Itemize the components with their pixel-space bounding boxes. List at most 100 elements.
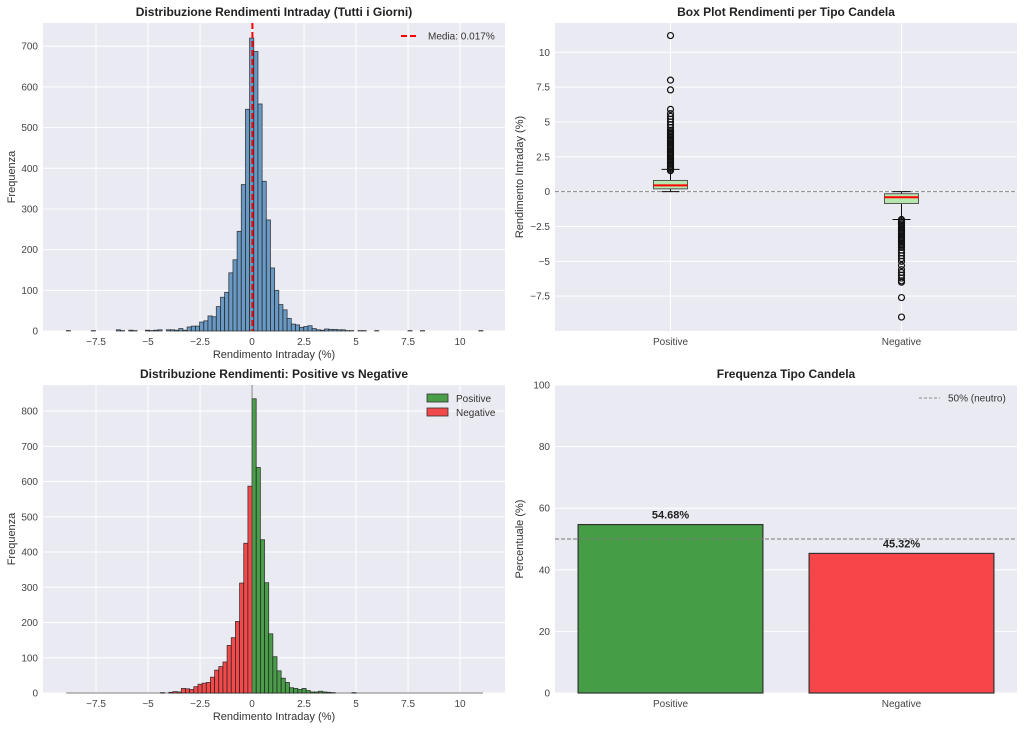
histogram-bar-positive bbox=[318, 690, 324, 694]
histogram-bar-negative bbox=[201, 682, 207, 694]
x-tick-label: 5 bbox=[353, 337, 359, 348]
histogram-bar-positive bbox=[322, 691, 328, 694]
outlier-point bbox=[897, 257, 906, 265]
data-label: 45.32% bbox=[883, 538, 921, 550]
histogram-bar bbox=[328, 328, 334, 332]
histogram-bar bbox=[211, 316, 217, 332]
histogram-bar bbox=[145, 329, 151, 332]
y-axis-label: Percentuale (%) bbox=[514, 500, 526, 579]
histogram-bar-positive bbox=[251, 398, 257, 694]
y-axis-label: Frequenza bbox=[6, 512, 18, 565]
bar-positive bbox=[577, 523, 764, 694]
y-tick-label: 10 bbox=[539, 48, 551, 59]
histogram-bar-positive bbox=[326, 691, 332, 694]
histogram-bar-positive bbox=[268, 633, 274, 694]
outlier-point bbox=[897, 274, 906, 282]
subplot-3: 0 100 200 300 400 500 600 700 800 −7.5 −5 −2.5 0 2.5 5… bbox=[6, 367, 505, 723]
histogram-bar bbox=[290, 323, 296, 332]
y-tick-label: 300 bbox=[21, 204, 38, 215]
legend-neutral-label: 50% (neutro) bbox=[948, 394, 1006, 405]
histogram-bar bbox=[224, 291, 230, 332]
x-tick-label: 7.5 bbox=[401, 337, 415, 348]
x-tick-label: Positive bbox=[653, 337, 688, 348]
histogram-bar bbox=[320, 329, 326, 332]
histogram-bar-positive bbox=[293, 688, 299, 694]
chart-title: Distribuzione Rendimenti Intraday (Tutti… bbox=[136, 5, 412, 19]
histogram-bar-negative bbox=[197, 683, 203, 694]
histogram-bar bbox=[282, 309, 288, 332]
histogram-bar bbox=[228, 272, 234, 332]
histogram-bar bbox=[336, 329, 342, 332]
y-tick-label: −5 bbox=[539, 257, 551, 268]
x-tick-label: −5 bbox=[142, 699, 154, 710]
outlier-point bbox=[666, 31, 675, 40]
subplot-2: −7.5 −5 −2.5 0 2.5 5 7.5 10 Box Plot Rendimenti … bbox=[514, 5, 1017, 348]
histogram-bar bbox=[174, 329, 180, 332]
histogram-bar-positive bbox=[309, 691, 315, 694]
histogram-bar-positive bbox=[276, 670, 282, 694]
y-tick-label: 80 bbox=[539, 442, 551, 453]
y-tick-label: 100 bbox=[21, 653, 38, 664]
histogram-bar bbox=[295, 324, 301, 332]
x-tick-label: Negative bbox=[882, 699, 922, 710]
outlier-point bbox=[666, 105, 675, 114]
histogram-bar bbox=[195, 325, 201, 332]
histogram-bar-negative bbox=[193, 686, 199, 694]
histogram-bar bbox=[245, 108, 251, 332]
y-tick-label: 100 bbox=[21, 286, 38, 297]
histogram-bar-positive bbox=[289, 687, 295, 694]
histogram-bar bbox=[232, 259, 238, 332]
histogram-bar bbox=[215, 306, 221, 332]
histogram-bar-negative bbox=[189, 689, 195, 694]
histogram-bar bbox=[199, 321, 205, 332]
y-tick-label: 500 bbox=[21, 512, 38, 523]
histogram-bar-positive bbox=[305, 690, 311, 694]
y-tick-label: 2.5 bbox=[536, 152, 550, 163]
histogram-bar-positive bbox=[297, 689, 303, 694]
y-tick-label: 700 bbox=[21, 442, 38, 453]
outlier-point bbox=[897, 293, 906, 302]
x-tick-label: −2.5 bbox=[190, 699, 210, 710]
subplot-1: 0 100 200 300 400 500 600 700 −7.5 −5 −2.5 0 2.5 5 7.5… bbox=[6, 5, 505, 361]
histogram-bar-negative bbox=[226, 645, 232, 694]
histogram-bar-negative bbox=[218, 666, 224, 694]
plot-area bbox=[555, 23, 1017, 331]
subplot-4: 0 20 40 60 80 100 Frequenza Tipo Candela Percen… bbox=[514, 367, 1017, 710]
histogram-bar-negative bbox=[210, 676, 216, 694]
x-tick-label: 10 bbox=[455, 337, 467, 348]
histogram-bar-positive bbox=[301, 688, 307, 694]
chart-title: Distribuzione Rendimenti: Positive vs Ne… bbox=[140, 367, 408, 381]
histogram-bar bbox=[203, 320, 209, 332]
y-tick-label: 20 bbox=[539, 627, 551, 638]
chart-title: Box Plot Rendimenti per Tipo Candela bbox=[677, 5, 895, 19]
histogram-bar bbox=[240, 184, 246, 332]
x-tick-label: −7.5 bbox=[86, 699, 106, 710]
histogram-bar bbox=[332, 328, 338, 332]
outlier-point bbox=[897, 254, 906, 263]
outlier-point bbox=[666, 109, 675, 118]
histogram-bar-negative bbox=[214, 669, 220, 694]
histogram-bar bbox=[165, 329, 171, 332]
y-tick-label: 0 bbox=[544, 689, 550, 700]
x-axis-label: Rendimento Intraday (%) bbox=[213, 711, 335, 723]
histogram-bar-positive bbox=[259, 539, 265, 694]
chart-title: Frequenza Tipo Candela bbox=[717, 367, 856, 381]
x-tick-label: Negative bbox=[882, 337, 922, 348]
outlier-point bbox=[666, 76, 675, 84]
plot-area bbox=[43, 385, 505, 693]
histogram-bar bbox=[182, 329, 188, 332]
histogram-bar-positive bbox=[284, 682, 290, 694]
y-tick-label: 600 bbox=[21, 82, 38, 93]
outlier-point bbox=[666, 112, 675, 120]
y-tick-label: 600 bbox=[21, 477, 38, 488]
histogram-bar bbox=[303, 326, 309, 332]
x-tick-label: Positive bbox=[653, 699, 688, 710]
histogram-bar-negative bbox=[205, 682, 211, 694]
histogram-bar-negative bbox=[230, 637, 236, 694]
y-tick-label: 7.5 bbox=[536, 83, 550, 94]
x-tick-label: 2.5 bbox=[297, 699, 311, 710]
legend-label-negative: Negative bbox=[456, 408, 496, 419]
y-tick-label: 200 bbox=[21, 618, 38, 629]
x-tick-label: −2.5 bbox=[190, 337, 210, 348]
